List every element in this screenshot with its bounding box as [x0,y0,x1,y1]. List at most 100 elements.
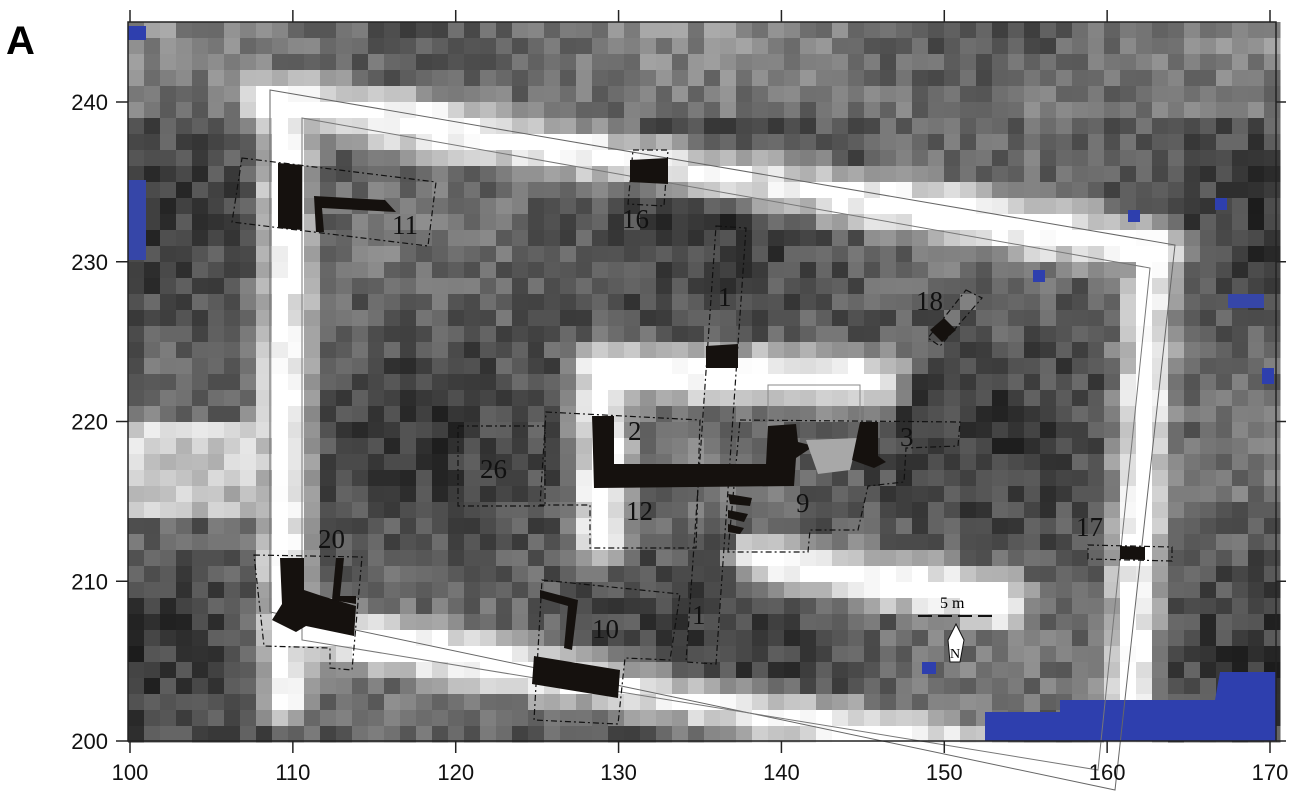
raster-cell [880,54,897,71]
raster-cell [784,294,801,311]
raster-cell [208,278,225,295]
raster-cell [752,70,769,87]
raster-cell [1152,358,1169,375]
raster-cell [832,374,849,391]
raster-cell [544,374,561,391]
raster-cell [384,678,401,695]
raster-cell [1152,262,1169,279]
raster-cell [160,118,177,135]
raster-cell [1136,486,1153,503]
raster-cell [800,614,817,631]
raster-cell [1184,310,1201,327]
raster-cell [1040,614,1057,631]
raster-cell [1216,262,1233,279]
raster-cell [1056,294,1073,311]
raster-cell [928,198,945,215]
raster-cell [176,470,193,487]
raster-cell [480,582,497,599]
raster-cell [1056,454,1073,471]
raster-cell [1264,326,1281,343]
raster-cell [368,694,385,711]
raster-cell [864,614,881,631]
raster-cell [1072,342,1089,359]
raster-cell [544,86,561,103]
raster-cell [1136,294,1153,311]
raster-cell [816,342,833,359]
raster-cell [640,294,657,311]
raster-cell [688,646,705,663]
raster-cell [960,70,977,87]
raster-cell [800,470,817,487]
raster-cell [1056,534,1073,551]
raster-cell [544,326,561,343]
raster-cell [144,230,161,247]
raster-cell [1008,422,1025,439]
raster-cell [896,550,913,567]
raster-cell [768,566,785,583]
raster-cell [1088,278,1105,295]
raster-cell [208,694,225,711]
raster-cell [736,134,753,151]
raster-cell [752,630,769,647]
raster-cell [928,678,945,695]
raster-cell [832,262,849,279]
raster-cell [1168,198,1185,215]
raster-cell [1056,70,1073,87]
raster-cell [160,54,177,71]
raster-cell [752,614,769,631]
raster-cell [992,262,1009,279]
raster-cell [1104,662,1121,679]
raster-cell [208,470,225,487]
raster-cell [816,166,833,183]
raster-cell [1152,454,1169,471]
raster-cell [1168,598,1185,615]
raster-cell [400,614,417,631]
raster-cell [416,534,433,551]
raster-cell [464,662,481,679]
raster-cell [544,358,561,375]
raster-cell [976,422,993,439]
raster-cell [368,454,385,471]
raster-cell [1184,262,1201,279]
raster-cell [608,118,625,135]
raster-cell [512,86,529,103]
raster-cell [1072,470,1089,487]
raster-cell [1008,342,1025,359]
raster-cell [1072,310,1089,327]
raster-cell [224,310,241,327]
raster-cell [448,598,465,615]
raster-cell [1120,566,1137,583]
raster-cell [1216,518,1233,535]
raster-cell [816,118,833,135]
raster-cell [1152,38,1169,55]
raster-cell [144,134,161,151]
raster-cell [272,390,289,407]
raster-cell [320,70,337,87]
raster-cell [496,406,513,423]
raster-cell [992,422,1009,439]
raster-cell [512,198,529,215]
raster-cell [912,54,929,71]
raster-cell [1040,502,1057,519]
raster-cell [1120,102,1137,119]
raster-cell [1056,182,1073,199]
raster-cell [928,566,945,583]
raster-cell [1072,358,1089,375]
raster-cell [672,294,689,311]
raster-cell [192,486,209,503]
raster-cell [816,406,833,423]
raster-cell [192,38,209,55]
raster-cell [848,326,865,343]
raster-cell [128,390,145,407]
raster-cell [192,150,209,167]
raster-cell [1008,358,1025,375]
water-patch [128,26,146,40]
raster-cell [1104,518,1121,535]
raster-cell [720,662,737,679]
raster-cell [1152,486,1169,503]
raster-cell [416,150,433,167]
raster-cell [1232,166,1249,183]
raster-cell [192,214,209,231]
raster-cell [512,582,529,599]
raster-cell [992,582,1009,599]
